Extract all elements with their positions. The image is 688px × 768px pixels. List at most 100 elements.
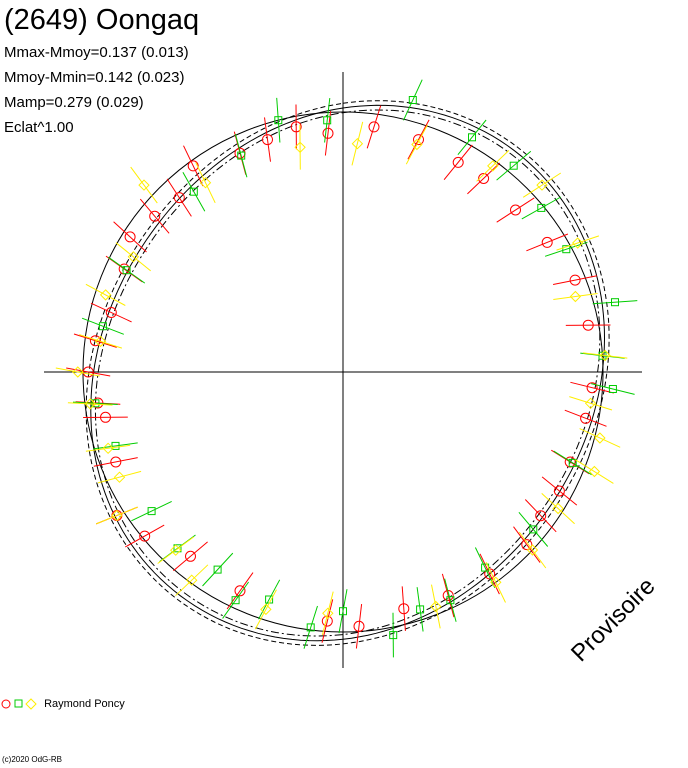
error-bar bbox=[524, 499, 557, 533]
error-bar bbox=[591, 383, 635, 395]
data-point-circle bbox=[582, 319, 594, 331]
error-bar bbox=[355, 604, 363, 649]
error-bar bbox=[553, 450, 592, 476]
error-bar bbox=[526, 233, 569, 252]
data-point-circle bbox=[569, 274, 581, 286]
copyright-notice: (c)2020 OdG-RB bbox=[2, 755, 63, 764]
error-bar bbox=[407, 119, 430, 160]
data-point-circle bbox=[322, 127, 334, 139]
data-point-diamond bbox=[199, 176, 212, 189]
data-point-circle bbox=[398, 603, 410, 615]
data-point-square bbox=[611, 298, 619, 307]
data-point-diamond bbox=[99, 289, 112, 301]
data-point-circle bbox=[541, 236, 553, 248]
data-point-diamond bbox=[102, 442, 114, 455]
data-point-diamond bbox=[294, 141, 306, 154]
error-bar bbox=[541, 493, 575, 525]
error-bar bbox=[569, 396, 613, 411]
error-bar bbox=[258, 579, 281, 620]
error-bar bbox=[457, 119, 487, 156]
error-bar bbox=[551, 449, 590, 475]
data-point-circle bbox=[262, 134, 273, 146]
error-bar bbox=[81, 317, 124, 335]
data-point-circle bbox=[535, 510, 547, 522]
error-bar bbox=[556, 235, 600, 251]
data-point-diamond bbox=[430, 600, 442, 613]
data-point-diamond bbox=[138, 179, 150, 191]
error-bar bbox=[175, 564, 209, 597]
data-point-circle bbox=[139, 530, 151, 542]
data-point-square bbox=[408, 96, 417, 104]
error-bar bbox=[553, 275, 598, 285]
data-point-circle bbox=[290, 121, 302, 133]
data-point-square bbox=[389, 631, 398, 640]
data-point-circle bbox=[521, 539, 533, 551]
error-bar bbox=[405, 124, 428, 165]
error-bar bbox=[431, 584, 441, 629]
error-bar bbox=[467, 162, 501, 195]
data-point-diamond bbox=[536, 179, 548, 191]
data-point-circle bbox=[100, 411, 111, 423]
error-bar bbox=[55, 367, 100, 377]
data-point-circle bbox=[413, 134, 424, 146]
error-bar bbox=[234, 133, 248, 178]
error-bar bbox=[131, 500, 172, 522]
error-bar bbox=[351, 121, 364, 166]
error-bar bbox=[66, 367, 111, 377]
error-bar bbox=[403, 79, 423, 121]
error-bar bbox=[93, 442, 138, 450]
error-bar bbox=[321, 599, 334, 643]
data-point-circle bbox=[368, 121, 380, 133]
data-point-square bbox=[537, 203, 546, 212]
legend-observer-label: Raymond Poncy bbox=[44, 697, 125, 710]
error-bar bbox=[85, 444, 131, 452]
error-bar bbox=[580, 352, 625, 359]
data-point-diamond bbox=[260, 603, 272, 616]
error-bar bbox=[575, 459, 614, 484]
data-point-square bbox=[231, 596, 240, 605]
data-point-diamond bbox=[185, 574, 198, 586]
data-point-diamond bbox=[594, 432, 606, 444]
error-bar bbox=[73, 333, 117, 348]
error-bar bbox=[96, 506, 138, 525]
error-bar bbox=[115, 242, 152, 272]
error-bar bbox=[541, 476, 578, 506]
data-point-diamond bbox=[72, 366, 84, 378]
error-bar bbox=[182, 171, 206, 212]
error-bar bbox=[113, 221, 147, 253]
data-point-square bbox=[111, 441, 120, 450]
error-bar bbox=[518, 531, 547, 569]
error-bar bbox=[97, 470, 142, 484]
error-bar bbox=[222, 581, 250, 619]
data-point-square bbox=[608, 385, 617, 393]
data-point-diamond bbox=[490, 576, 502, 589]
data-point-circle bbox=[478, 173, 490, 184]
data-point-square bbox=[173, 544, 182, 553]
error-bar bbox=[90, 302, 132, 323]
error-bar bbox=[202, 552, 234, 587]
error-bar bbox=[72, 401, 118, 405]
stat-mmoy-mmin: Mmoy-Mmin=0.142 (0.023) bbox=[4, 69, 185, 86]
data-point-diamond bbox=[127, 251, 140, 263]
data-point-diamond bbox=[411, 138, 423, 151]
error-bar bbox=[79, 334, 123, 349]
data-point-circle bbox=[187, 160, 199, 172]
error-bar bbox=[338, 589, 348, 634]
error-bar bbox=[108, 256, 146, 284]
error-bar bbox=[444, 578, 457, 622]
error-bar bbox=[416, 587, 424, 632]
data-point-diamond bbox=[111, 509, 123, 522]
data-point-square bbox=[416, 605, 425, 614]
data-point-circle bbox=[586, 382, 598, 394]
data-point-circle bbox=[110, 456, 122, 468]
data-point-diamond bbox=[113, 471, 126, 483]
data-point-square bbox=[509, 161, 518, 170]
stat-eclat: Eclat^1.00 bbox=[4, 119, 74, 136]
data-point-square bbox=[446, 596, 455, 605]
error-bar bbox=[570, 381, 614, 394]
error-bar bbox=[522, 172, 562, 198]
data-point-square bbox=[237, 151, 246, 160]
error-bar bbox=[496, 197, 535, 223]
data-point-square bbox=[91, 399, 100, 408]
data-point-diamond bbox=[571, 237, 584, 249]
